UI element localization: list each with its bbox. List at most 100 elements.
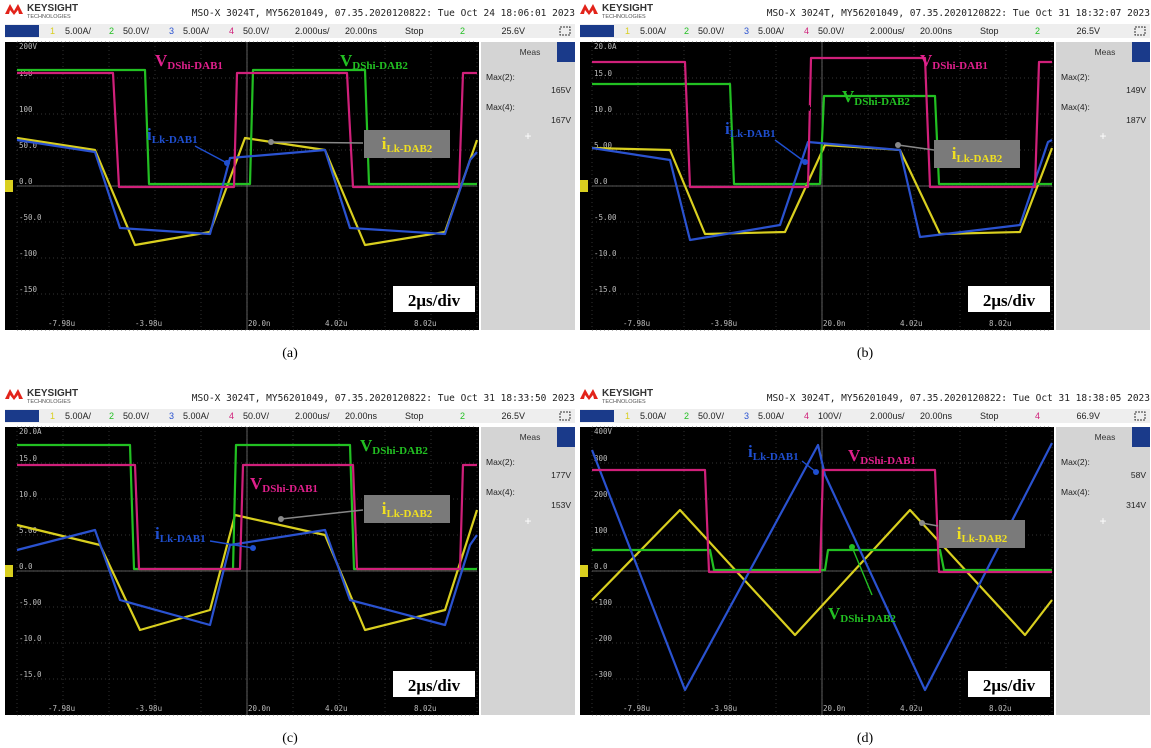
channel-scale: 50.0V/ [698,26,725,36]
scope-panel: KEYSIGHTTECHNOLOGIES MSO-X 3024T, MY56201… [5,3,575,361]
y-tick-label: 0.0 [19,177,33,186]
channel-number: 3 [744,411,749,421]
logo-sub: TECHNOLOGIES [27,399,71,405]
annotation-sub: DShi-DAB2 [854,96,910,108]
annotation-sub: Lk-DAB2 [961,533,1007,545]
y-tick-label: 15.0 [594,69,613,78]
caption: (d) [857,731,874,746]
leader-dot [849,544,855,550]
meas-value: 167V [551,115,571,125]
channel-number: 1 [625,411,630,421]
timebase: 2.000us/ [870,411,905,421]
annotation-sub: Lk-DAB2 [386,508,432,520]
y-tick-label: -5.00 [19,598,42,607]
scope-info: MSO-X 3024T, MY56201049, 07.35.202012082… [192,8,575,19]
logo-sub: TECHNOLOGIES [602,14,646,20]
annotation-sub: DShi-DAB1 [262,483,318,495]
scope-panel: KEYSIGHTTECHNOLOGIESMSO-X 3024T, MY56201… [580,388,1150,746]
channel-number: 1 [625,26,630,36]
meas-label: Max(2): [486,72,515,82]
meas-label: Max(4): [486,487,515,497]
meas-tab [557,42,575,62]
meas-add: + [1099,129,1106,143]
delay: 20.00ns [920,26,953,36]
trigger-channel: 4 [1035,411,1040,421]
timebase: 2.000us/ [295,411,330,421]
scope-info: MSO-X 3024T, MY56201049, 07.35.202012082… [767,8,1150,19]
x-tick-label: -3.98u [135,319,162,328]
channel-number: 3 [169,411,174,421]
channel-scale: 50.0V/ [123,411,150,421]
meas-add: + [524,514,531,528]
run-status: Stop [405,411,424,421]
meas-value: 314V [1126,500,1146,510]
y-tick-label: -15.0 [594,285,617,294]
x-tick-label: 8.02u [989,319,1012,328]
meas-tab [1132,427,1150,447]
scope-panel: KEYSIGHTTECHNOLOGIES MSO-X 3024T, MY56201… [5,388,575,746]
channel-scale: 5.00A/ [65,26,92,36]
y-tick-label: 10.0 [19,490,38,499]
channel-number: 1 [50,26,55,36]
logo-brand: KEYSIGHT [27,388,78,399]
x-tick-label: -7.98u [48,319,75,328]
channel-number: 2 [109,26,114,36]
meas-value: 177V [551,470,571,480]
caption: (a) [282,346,298,361]
delay: 20.00ns [345,26,378,36]
annotation-sub: Lk-DAB1 [753,451,799,463]
meas-value: 187V [1126,115,1146,125]
x-tick-label: 4.02u [325,319,348,328]
channel-number: 3 [744,26,749,36]
annotation-main: V [155,51,168,70]
y-tick-label: -15.0 [19,670,42,679]
logo-brand: KEYSIGHT [602,388,653,399]
meas-label: Max(2): [1061,72,1090,82]
x-tick-label: 20.0n [823,704,846,713]
timebase: 2.000us/ [870,26,905,36]
logo-icon [580,4,598,15]
meas-label: Max(2): [1061,457,1090,467]
channel-number: 1 [50,411,55,421]
annotation-main: V [360,436,373,455]
leader-dot [268,139,274,145]
leader-dot [895,142,901,148]
y-tick-label: -150 [19,285,38,294]
page: KEYSIGHTTECHNOLOGIESMSO-X 3024T, MY56201… [0,0,1151,748]
meas-title: Meas [1095,432,1116,442]
y-tick-label: -100 [594,598,613,607]
logo-brand: KEYSIGHT [602,3,653,14]
meas-label: Max(4): [1061,102,1090,112]
trigger-level: 25.6V [501,26,525,36]
annotation-sub: Lk-DAB1 [160,533,206,545]
trigger-channel: 2 [1035,26,1040,36]
x-tick-label: 8.02u [414,704,437,713]
annotation-main: V [828,604,841,623]
annotation-sub: DShi-DAB1 [167,60,223,72]
trigger-channel: 2 [460,411,465,421]
annotation-main: Δφ [745,99,765,116]
scope-info: MSO-X 3024T, MY56201049, 07.35.202012082… [192,393,575,404]
y-tick-label: 100 [594,526,608,535]
annotation-main: V [920,51,933,70]
y-tick-label: 15.0 [19,454,38,463]
channel-scale: 5.00A/ [640,411,667,421]
annotation: Δφ [745,99,765,116]
meas-value: 149V [1126,85,1146,95]
ground-marker [580,180,588,192]
x-tick-label: -7.98u [623,704,650,713]
trigger-level: 26.5V [1076,26,1100,36]
run-status: Stop [980,26,999,36]
channel-scale: 5.00A/ [758,26,785,36]
x-tick-label: 8.02u [414,319,437,328]
annotation-sub: DShi-DAB1 [860,455,916,467]
logo-brand: KEYSIGHT [27,3,78,14]
logo-icon [5,4,23,15]
trigger-channel: 2 [460,26,465,36]
logo-sub: TECHNOLOGIES [27,14,71,20]
caption: (b) [857,346,874,361]
channel-scale: 5.00A/ [65,411,92,421]
x-tick-label: -3.98u [710,704,737,713]
annotation-sub: Lk-DAB1 [152,134,198,146]
annotation-main: V [842,87,855,106]
